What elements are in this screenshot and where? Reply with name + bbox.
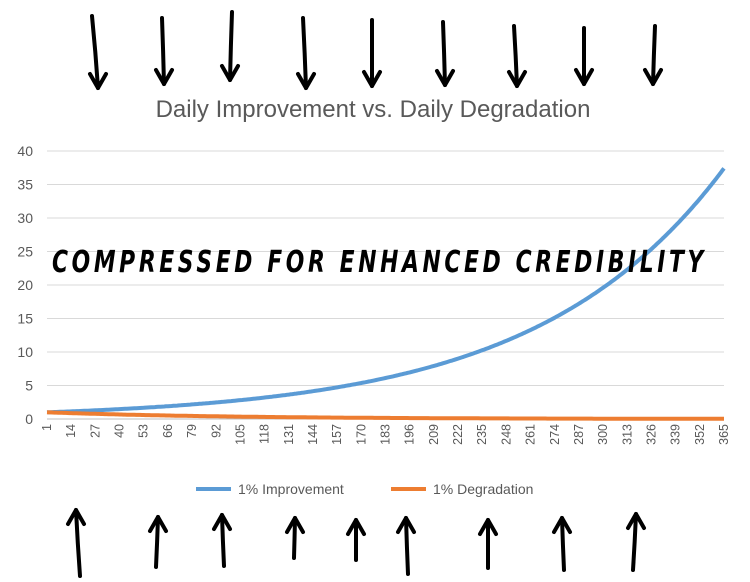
x-tick-label: 170	[354, 424, 368, 445]
chart-title: Daily Improvement vs. Daily Degradation	[156, 96, 591, 123]
x-tick-label: 222	[451, 424, 465, 445]
up-arrow-icon-head	[212, 513, 232, 531]
series-line-improvement	[46, 167, 726, 415]
x-tick-label: 235	[475, 424, 489, 445]
up-arrow-icon	[154, 515, 160, 569]
y-tick-label: 40	[17, 143, 33, 159]
up-arrow-icon	[404, 516, 410, 576]
x-axis-ticks: 1 14 27 40 53 66 79 92 105 118 131 144 157 170 183 196 2…	[40, 424, 731, 445]
up-arrow-icon-head	[552, 516, 572, 534]
x-tick-label: 14	[64, 424, 78, 438]
legend-label-improvement: 1% Improvement	[238, 481, 344, 497]
x-tick-label: 300	[596, 424, 610, 445]
down-arrow-icon-head	[435, 69, 455, 87]
y-tick-label: 15	[17, 311, 33, 327]
x-tick-label: 287	[572, 424, 586, 445]
down-arrow-icon	[301, 16, 308, 90]
down-arrow-icon	[441, 20, 447, 87]
x-tick-label: 183	[379, 424, 393, 445]
legend-label-degradation: 1% Degradation	[433, 481, 533, 497]
down-arrow-icon-head	[220, 64, 240, 82]
x-tick-label: 209	[427, 424, 441, 445]
down-arrow-icon-head	[362, 70, 382, 88]
down-arrow-icon	[228, 10, 234, 82]
gridlines	[47, 150, 724, 420]
handdrawn-up-arrows	[66, 508, 646, 578]
x-tick-label: 157	[330, 424, 344, 445]
y-tick-label: 0	[25, 411, 33, 427]
x-tick-label: 1	[40, 424, 54, 431]
up-arrow-icon-head	[626, 512, 646, 530]
series-line-degradation	[46, 410, 725, 421]
series-lines	[46, 167, 726, 421]
up-arrow-icon-head	[346, 518, 366, 536]
down-arrow-icon	[651, 24, 657, 86]
x-tick-label: 27	[88, 424, 102, 438]
x-tick-label: 313	[620, 424, 634, 445]
up-arrow-icon-head	[285, 516, 305, 534]
down-arrow-icon-head	[88, 72, 108, 90]
y-axis-ticks: 0 5 10 15 20 25 30 35 40	[17, 143, 33, 427]
y-tick-label: 35	[17, 177, 33, 193]
x-tick-label: 326	[644, 424, 658, 445]
x-tick-label: 53	[137, 424, 151, 438]
x-tick-label: 79	[185, 424, 199, 438]
down-arrow-icon-head	[643, 68, 663, 86]
up-arrow-icon-head	[148, 515, 168, 533]
y-tick-label: 30	[17, 210, 33, 226]
y-tick-label: 25	[17, 244, 33, 260]
up-arrow-icon	[74, 508, 82, 578]
x-tick-label: 274	[548, 424, 562, 445]
x-tick-label: 131	[282, 424, 296, 445]
up-arrow-icon-head	[396, 516, 416, 534]
handwritten-annotation: COMPRESSED FOR ENHANCED CREDIBILITY	[52, 245, 707, 280]
x-tick-label: 339	[669, 424, 683, 445]
y-tick-label: 5	[25, 378, 33, 394]
up-arrow-icon	[220, 513, 226, 568]
x-tick-label: 92	[209, 424, 223, 438]
legend: 1% Improvement 1% Degradation	[196, 481, 533, 497]
up-arrow-icon	[292, 516, 297, 560]
down-arrow-icon-head	[296, 72, 316, 90]
down-arrow-icon-head	[574, 68, 594, 86]
down-arrow-icon	[160, 16, 166, 86]
x-tick-label: 105	[233, 424, 247, 445]
down-arrow-icon	[90, 14, 100, 90]
x-tick-label: 144	[306, 424, 320, 445]
x-tick-label: 118	[258, 424, 272, 444]
x-tick-label: 261	[524, 424, 538, 445]
up-arrow-icon	[560, 516, 566, 572]
x-tick-label: 352	[693, 424, 707, 445]
down-arrow-icon	[512, 24, 519, 88]
up-arrow-icon-head	[478, 518, 498, 536]
x-tick-label: 196	[403, 424, 417, 445]
x-tick-label: 66	[161, 424, 175, 438]
x-tick-label: 248	[499, 424, 513, 445]
handdrawn-down-arrows	[88, 10, 663, 90]
x-tick-label: 40	[113, 424, 127, 438]
y-tick-label: 10	[17, 344, 33, 360]
x-tick-label: 365	[717, 424, 731, 445]
up-arrow-icon	[631, 512, 638, 572]
down-arrow-icon-head	[507, 70, 527, 88]
down-arrow-icon-head	[154, 68, 174, 86]
y-tick-label: 20	[17, 277, 33, 293]
up-arrow-icon-head	[66, 508, 86, 526]
